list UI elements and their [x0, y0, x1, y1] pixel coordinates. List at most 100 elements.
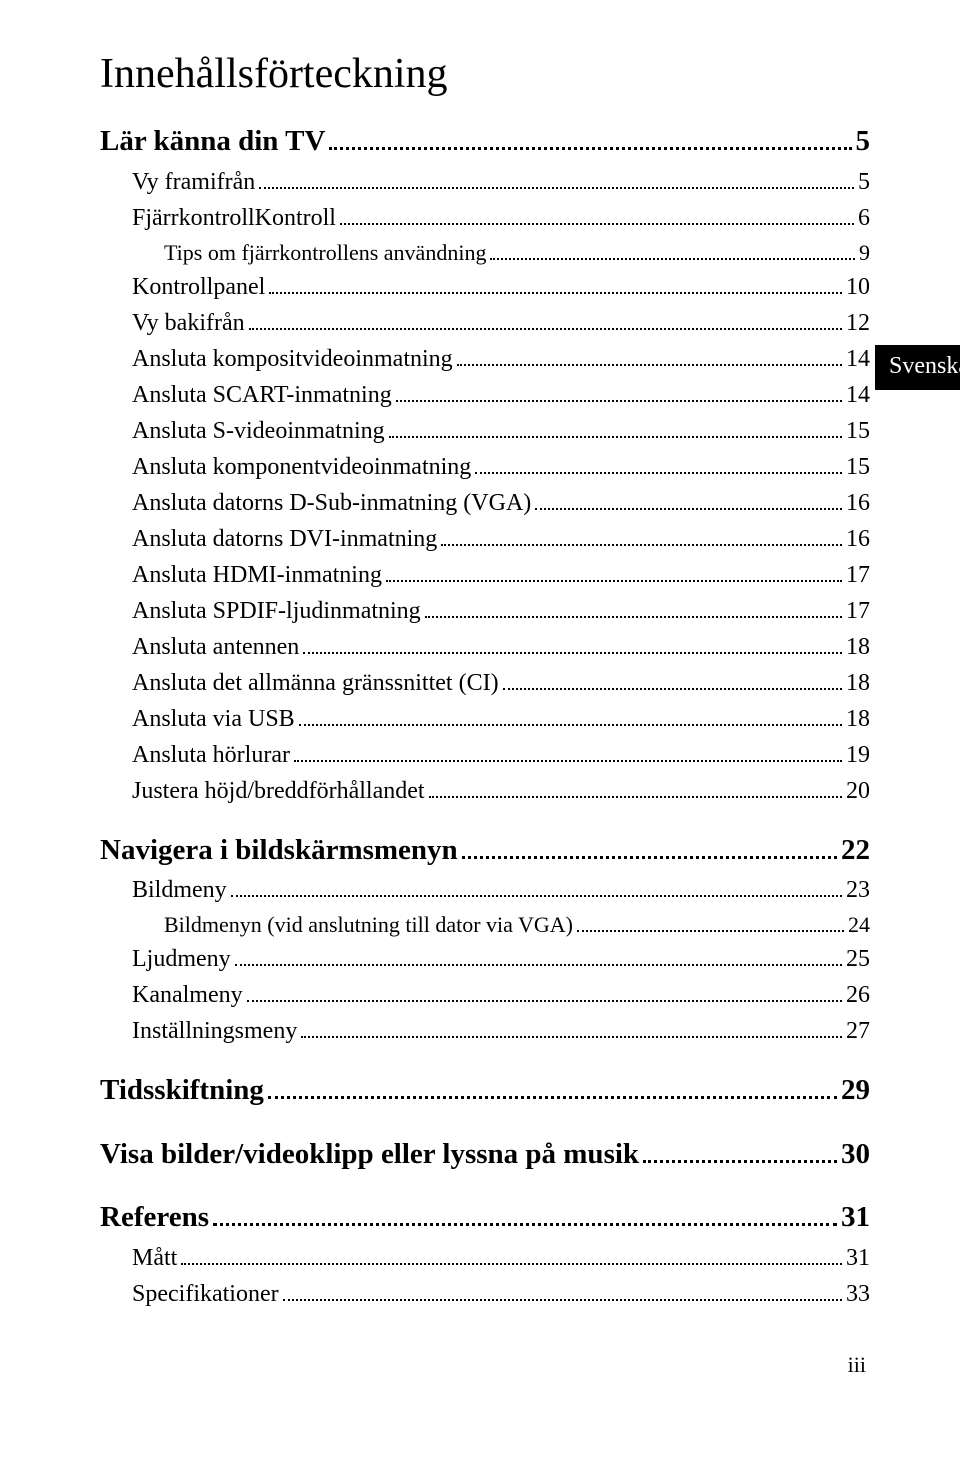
toc-entry-page: 18	[846, 665, 870, 701]
toc-entry-label: Mått	[132, 1240, 177, 1276]
toc-entry-label: Ansluta antennen	[132, 629, 299, 665]
toc-page: Innehållsförteckning Lär känna din TV5Vy…	[100, 50, 870, 1378]
toc-leader-dots	[457, 344, 842, 366]
toc-entry-page: 14	[846, 341, 870, 377]
toc-entry[interactable]: Vy bakifrån 12	[100, 305, 870, 341]
toc-entry[interactable]: Visa bilder/videoklipp eller lyssna på m…	[100, 1133, 870, 1177]
toc-entry-label: Bildmenyn (vid anslutning till dator via…	[164, 908, 573, 941]
toc-entry[interactable]: Mått 31	[100, 1240, 870, 1276]
toc-entry[interactable]: Ansluta datorns DVI-inmatning 16	[100, 521, 870, 557]
toc-entry-label: Ansluta SPDIF-ljudinmatning	[132, 593, 421, 629]
toc-entry[interactable]: Bildmenyn (vid anslutning till dator via…	[100, 908, 870, 941]
toc-entry-page: 26	[846, 977, 870, 1013]
toc-entry-page: 30	[841, 1133, 870, 1177]
toc-leader-dots	[301, 1016, 842, 1038]
toc-entry-label: Ansluta det allmänna gränssnittet (CI)	[132, 665, 499, 701]
toc-entry-label: Ansluta komponentvideoinmatning	[132, 449, 471, 485]
toc-entry-page: 14	[846, 377, 870, 413]
toc-entry-page: 15	[846, 413, 870, 449]
toc-entry[interactable]: Vy framifrån5	[100, 164, 870, 200]
toc-entry[interactable]: Navigera i bildskärmsmenyn22	[100, 829, 870, 873]
toc-entry-page: 20	[846, 773, 870, 809]
toc-entry[interactable]: Ansluta antennen 18	[100, 629, 870, 665]
toc-entry-label: Visa bilder/videoklipp eller lyssna på m…	[100, 1133, 639, 1177]
toc-entry-page: 16	[846, 521, 870, 557]
toc-entry[interactable]: Referens31	[100, 1196, 870, 1240]
toc-leader-dots	[294, 740, 842, 762]
toc-entry[interactable]: Ljudmeny25	[100, 941, 870, 977]
toc-entry-label: FjärrkontrollKontroll	[132, 200, 336, 236]
toc-entry[interactable]: Tips om fjärrkontrollens användning9	[100, 236, 870, 269]
page-title: Innehållsförteckning	[100, 50, 870, 98]
toc-entry-page: 24	[848, 908, 870, 941]
toc-leader-dots	[247, 980, 842, 1002]
toc-leader-dots	[643, 1136, 837, 1162]
toc-entry[interactable]: FjärrkontrollKontroll 6	[100, 200, 870, 236]
toc-entry-page: 18	[846, 629, 870, 665]
toc-entry-page: 27	[846, 1013, 870, 1049]
toc-entry-page: 22	[841, 829, 870, 873]
toc-entry[interactable]: Ansluta datorns D-Sub-inmatning (VGA)16	[100, 485, 870, 521]
toc-entry[interactable]: Ansluta SPDIF-ljudinmatning 17	[100, 593, 870, 629]
toc-entry-label: Ansluta SCART-inmatning	[132, 377, 392, 413]
toc-entry-label: Inställningsmeny	[132, 1013, 297, 1049]
toc-entry-page: 17	[846, 557, 870, 593]
toc-leader-dots	[577, 912, 844, 932]
toc-entry[interactable]: Ansluta S-videoinmatning15	[100, 413, 870, 449]
toc-entry-page: 18	[846, 701, 870, 737]
toc-leader-dots	[231, 875, 842, 897]
toc-entry[interactable]: Ansluta det allmänna gränssnittet (CI) 18	[100, 665, 870, 701]
toc-entry[interactable]: Justera höjd/breddförhållandet 20	[100, 773, 870, 809]
toc-leader-dots	[535, 488, 842, 510]
toc-entry[interactable]: Ansluta kompositvideoinmatning14	[100, 341, 870, 377]
toc-entry[interactable]: Kanalmeny 26	[100, 977, 870, 1013]
toc-entry[interactable]: Kontrollpanel 10	[100, 269, 870, 305]
toc-entry[interactable]: Ansluta SCART-inmatning 14	[100, 377, 870, 413]
toc-leader-dots	[329, 124, 851, 150]
toc-entry[interactable]: Ansluta HDMI-inmatning17	[100, 557, 870, 593]
toc-entry-label: Ansluta hörlurar	[132, 737, 290, 773]
toc-entry-page: 33	[846, 1276, 870, 1312]
toc-entry-label: Kontrollpanel	[132, 269, 265, 305]
language-tab: Svenska	[875, 345, 960, 390]
toc-entry-page: 12	[846, 305, 870, 341]
toc-entry[interactable]: Ansluta via USB18	[100, 701, 870, 737]
toc-entry-label: Specifikationer	[132, 1276, 279, 1312]
toc-leader-dots	[475, 452, 842, 474]
toc-entry-page: 29	[841, 1069, 870, 1113]
toc-entry-page: 15	[846, 449, 870, 485]
toc-leader-dots	[269, 272, 842, 294]
toc-leader-dots	[462, 832, 837, 858]
toc-entry-label: Justera höjd/breddförhållandet	[132, 773, 425, 809]
toc-entry-label: Lär känna din TV	[100, 120, 325, 164]
toc-entry-page: 5	[856, 120, 871, 164]
toc-entry[interactable]: Ansluta komponentvideoinmatning 15	[100, 449, 870, 485]
toc-leader-dots	[235, 944, 842, 966]
toc-entry-label: Ljudmeny	[132, 941, 231, 977]
toc-leader-dots	[259, 167, 854, 189]
toc-leader-dots	[386, 560, 842, 582]
toc-leader-dots	[299, 704, 842, 726]
toc-entry-page: 10	[846, 269, 870, 305]
toc-entry-page: 17	[846, 593, 870, 629]
toc-entry-label: Kanalmeny	[132, 977, 243, 1013]
toc-entry[interactable]: Lär känna din TV 5	[100, 120, 870, 164]
toc-entry-page: 31	[846, 1240, 870, 1276]
toc-container: Lär känna din TV 5Vy framifrån5Fjärrkontr…	[100, 120, 870, 1312]
page-footer-number: iii	[100, 1352, 870, 1378]
toc-entry[interactable]: Ansluta hörlurar19	[100, 737, 870, 773]
toc-leader-dots	[441, 524, 842, 546]
toc-leader-dots	[389, 416, 842, 438]
toc-entry-label: Ansluta datorns DVI-inmatning	[132, 521, 437, 557]
toc-entry-label: Bildmeny	[132, 872, 227, 908]
toc-entry-label: Vy bakifrån	[132, 305, 245, 341]
toc-entry-label: Referens	[100, 1196, 209, 1240]
toc-entry[interactable]: Inställningsmeny 27	[100, 1013, 870, 1049]
toc-entry[interactable]: Specifikationer 33	[100, 1276, 870, 1312]
toc-entry-label: Tidsskiftning	[100, 1069, 264, 1113]
toc-entry[interactable]: Bildmeny23	[100, 872, 870, 908]
toc-leader-dots	[429, 776, 842, 798]
toc-entry[interactable]: Tidsskiftning 29	[100, 1069, 870, 1113]
toc-entry-page: 5	[858, 164, 870, 200]
toc-entry-page: 6	[858, 200, 870, 236]
